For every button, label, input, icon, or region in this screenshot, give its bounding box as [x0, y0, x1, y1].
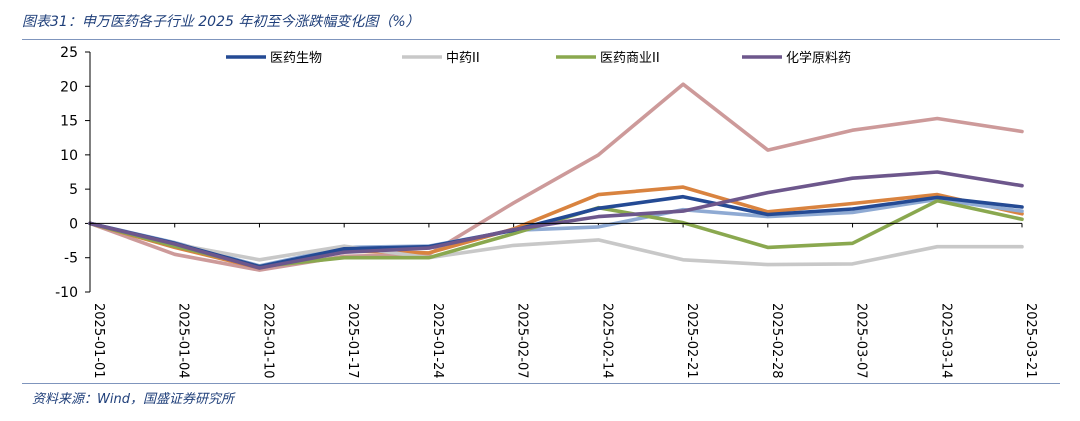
x-tick-label: 2025-02-14 — [599, 303, 614, 379]
x-tick-label: 2025-01-01 — [91, 303, 106, 379]
title-divider — [22, 39, 1060, 40]
y-tick-label: 15 — [60, 114, 78, 130]
y-tick-label: -5 — [64, 251, 78, 267]
legend-label: 医药生物 — [270, 51, 322, 66]
x-tick-label: 2025-03-14 — [938, 303, 953, 379]
x-tick-label: 2025-01-10 — [260, 303, 275, 379]
source-note: 资料来源：Wind，国盛证券研究所 — [32, 392, 234, 407]
axes — [89, 52, 1022, 292]
figure-title: 图表31：申万医药各子行业 2025 年初至今涨跌幅变化图（%） — [22, 14, 420, 30]
x-tick-label: 2025-01-04 — [176, 303, 191, 379]
x-tick-label: 2025-02-21 — [684, 303, 699, 379]
y-tick-label: 5 — [69, 182, 78, 198]
series-line-0 — [88, 82, 1024, 272]
x-axis-ticks: 2025-01-01 2025-01-04 2025-01-10 2025-01-17… — [89, 223, 1038, 379]
y-axis-ticks: -10 -5 0 5 10 15 20 25 — [55, 45, 90, 301]
legend-label: 化学原料药 — [786, 50, 851, 66]
y-tick-label: 25 — [60, 45, 78, 61]
x-tick-label: 2025-01-24 — [430, 303, 445, 379]
x-tick-label: 2025-01-17 — [345, 303, 360, 379]
y-tick-label: 0 — [69, 216, 78, 232]
y-tick-label: 20 — [60, 79, 78, 95]
legend-label: 中药II — [446, 51, 480, 66]
x-tick-label: 2025-02-28 — [769, 303, 784, 379]
series-line-3 — [88, 221, 1024, 267]
legend-label: 医药商业II — [600, 51, 660, 66]
y-tick-label: -10 — [55, 285, 78, 301]
x-tick-label: 2025-03-07 — [854, 303, 869, 379]
y-tick-label: 10 — [60, 148, 78, 164]
source-divider — [22, 383, 1060, 384]
x-tick-label: 2025-02-07 — [515, 303, 530, 379]
x-tick-label: 2025-03-21 — [1023, 303, 1038, 379]
series-lines — [88, 82, 1024, 272]
legend: 医药生物 中药II 医药商业II 化学原料药 — [226, 50, 851, 66]
